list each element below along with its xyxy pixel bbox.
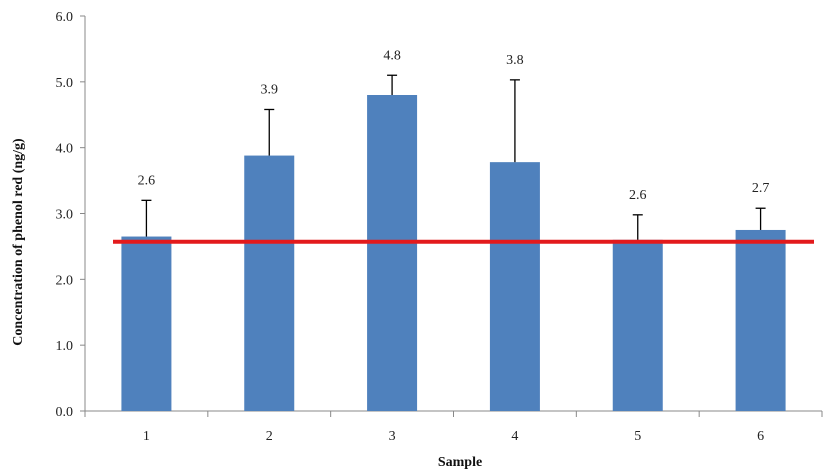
x-tick-label: 2 xyxy=(266,429,273,444)
data-label: 4.8 xyxy=(383,48,401,63)
x-tick-label: 1 xyxy=(143,429,150,444)
x-tick-label: 4 xyxy=(511,429,518,444)
data-label: 2.7 xyxy=(752,181,770,196)
bar xyxy=(489,162,540,411)
error-bars xyxy=(141,74,766,240)
y-tick-label: 5.0 xyxy=(56,76,74,91)
y-tick-label: 3.0 xyxy=(56,208,74,223)
data-label: 2.6 xyxy=(629,188,647,203)
data-label: 3.8 xyxy=(506,53,524,68)
y-tick-label: 2.0 xyxy=(56,273,74,288)
y-tick-label: 0.0 xyxy=(56,405,74,420)
y-axis-title: Concentration of phenol red (ng/g) xyxy=(11,138,26,346)
bar xyxy=(121,236,172,411)
x-tick-label: 5 xyxy=(634,429,641,444)
x-tick-label: 3 xyxy=(389,429,396,444)
bar xyxy=(735,229,786,411)
x-axis-title: Sample xyxy=(438,455,482,470)
y-tick-label: 4.0 xyxy=(56,142,74,157)
bar xyxy=(244,155,295,411)
y-tick-label: 6.0 xyxy=(56,10,74,25)
x-tick-label: 6 xyxy=(757,429,764,444)
y-axis: 0.0 1.0 2.0 3.0 4.0 5.0 6.0 xyxy=(56,10,86,420)
bars xyxy=(121,95,786,411)
data-label: 3.9 xyxy=(261,82,279,97)
bar xyxy=(612,239,663,411)
data-labels: 2.6 3.9 4.8 3.8 2.6 2.7 xyxy=(138,48,770,203)
data-label: 2.6 xyxy=(138,173,156,188)
x-axis: 1 2 3 4 5 6 xyxy=(84,410,823,444)
y-tick-label: 1.0 xyxy=(56,339,74,354)
bar xyxy=(367,95,418,411)
